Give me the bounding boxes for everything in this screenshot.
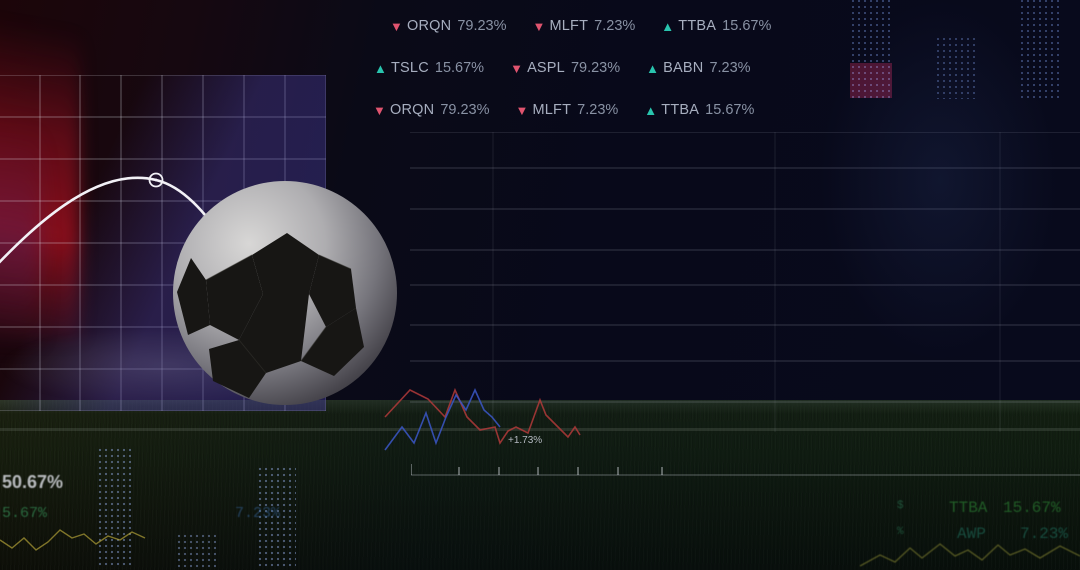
svg-text:+1.73%: +1.73% [508, 435, 542, 446]
